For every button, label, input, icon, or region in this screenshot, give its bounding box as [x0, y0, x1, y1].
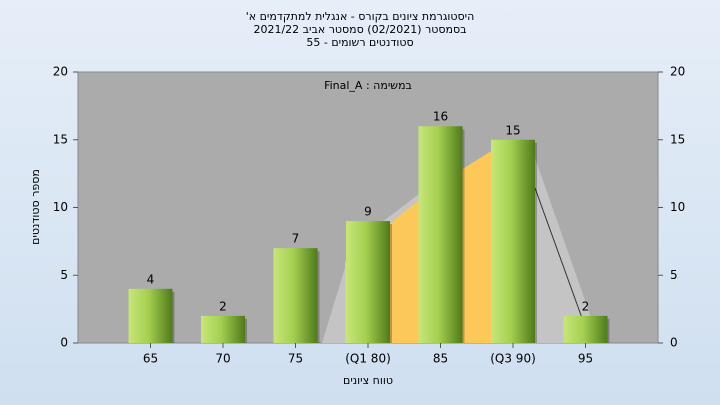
- value-label: 4: [147, 272, 155, 286]
- bar: [201, 315, 245, 343]
- y2-tick-label: 5: [670, 268, 678, 282]
- annotation: במשימה : Final_A: [324, 79, 412, 92]
- y2-tick-label: 15: [670, 132, 685, 146]
- value-label: 2: [219, 299, 227, 313]
- y-tick-label: 20: [53, 65, 68, 79]
- y-tick-label: 0: [60, 336, 68, 350]
- x-tick-label: 70: [215, 352, 230, 366]
- y-tick-label: 10: [53, 200, 68, 214]
- bar: [418, 126, 463, 343]
- y-axis-label: מספר סטודנטים: [29, 169, 42, 245]
- bar: [128, 288, 173, 343]
- bar: [273, 248, 318, 343]
- bar: [491, 139, 535, 343]
- value-label: 2: [582, 299, 590, 313]
- trend-line: [534, 187, 583, 319]
- y2-tick-label: 10: [670, 200, 685, 214]
- y2-tick-label: 0: [670, 336, 678, 350]
- bar: [346, 221, 390, 343]
- value-label: 16: [433, 110, 448, 124]
- x-tick-label: 65: [143, 352, 158, 366]
- value-label: 9: [364, 205, 372, 219]
- x-tick-label: (Q1 80): [345, 352, 391, 366]
- title-line: סטודנטים רשומים - 55: [306, 36, 413, 49]
- value-label: 15: [505, 123, 520, 137]
- x-tick-label: 75: [288, 352, 303, 366]
- title-line: היסטוגרמת ציונים בקורס - אנגלית למתקדמים…: [246, 10, 475, 23]
- title-line: בסמסטר (02/2021) סמסטר אביב 2021/22: [253, 23, 466, 36]
- x-tick-label: 85: [433, 352, 448, 366]
- y-tick-label: 15: [53, 132, 68, 146]
- x-axis-label: טווח ציונים: [343, 374, 393, 387]
- y-tick-label: 5: [60, 268, 68, 282]
- bar: [563, 315, 608, 343]
- y2-tick-label: 20: [670, 65, 685, 79]
- value-label: 7: [292, 232, 300, 246]
- x-tick-label: (Q3 90): [490, 352, 536, 366]
- x-tick-label: 95: [578, 352, 593, 366]
